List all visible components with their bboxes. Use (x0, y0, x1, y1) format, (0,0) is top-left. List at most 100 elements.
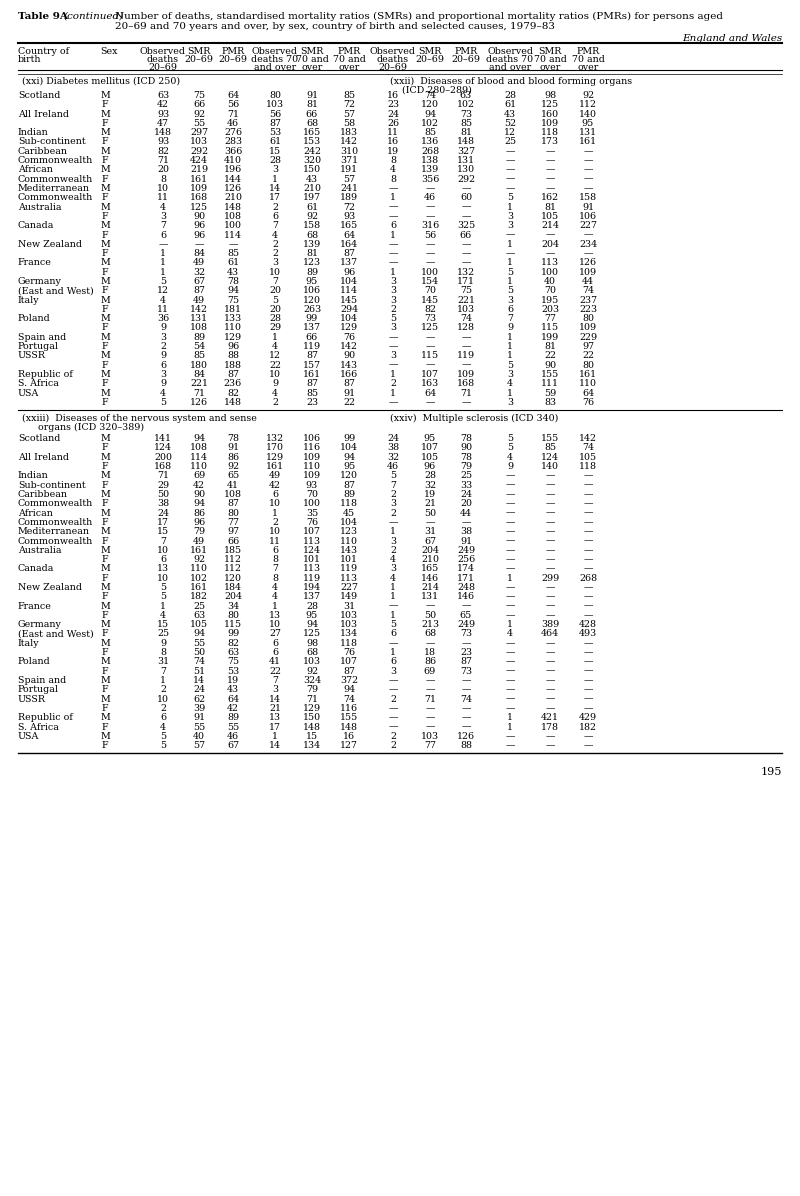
Text: All Ireland: All Ireland (18, 110, 69, 118)
Text: 142: 142 (579, 434, 597, 444)
Text: 204: 204 (421, 545, 439, 555)
Text: 133: 133 (224, 315, 242, 323)
Text: 138: 138 (421, 157, 439, 165)
Text: 64: 64 (343, 231, 355, 239)
Text: F: F (102, 175, 108, 184)
Text: —: — (388, 332, 398, 342)
Text: 12: 12 (157, 286, 169, 295)
Text: —: — (583, 157, 593, 165)
Text: 126: 126 (224, 184, 242, 193)
Text: 109: 109 (303, 453, 321, 462)
Text: 6: 6 (160, 555, 166, 565)
Text: 109: 109 (457, 370, 475, 379)
Text: 87: 87 (227, 370, 239, 379)
Text: M: M (100, 315, 110, 323)
Text: —: — (546, 732, 554, 740)
Text: Commonwealth: Commonwealth (18, 194, 94, 202)
Text: —: — (462, 342, 470, 352)
Text: 1: 1 (390, 194, 396, 202)
Text: (xxii)  Diseases of blood and blood forming organs: (xxii) Diseases of blood and blood formi… (390, 77, 632, 86)
Text: 165: 165 (421, 565, 439, 573)
Text: 139: 139 (421, 165, 439, 175)
Text: 9: 9 (272, 379, 278, 389)
Text: M: M (100, 165, 110, 175)
Text: M: M (100, 184, 110, 193)
Text: 196: 196 (224, 165, 242, 175)
Text: birth: birth (18, 55, 42, 65)
Text: Mediterranean: Mediterranean (18, 527, 90, 536)
Text: 62: 62 (193, 695, 205, 703)
Text: 5: 5 (160, 277, 166, 286)
Text: 7: 7 (160, 537, 166, 545)
Text: 325: 325 (457, 221, 475, 230)
Text: 86: 86 (193, 508, 205, 518)
Text: 71: 71 (227, 110, 239, 118)
Text: 421: 421 (541, 713, 559, 722)
Text: —: — (506, 175, 514, 184)
Text: 11: 11 (157, 194, 169, 202)
Text: M: M (100, 713, 110, 722)
Text: 32: 32 (193, 268, 205, 276)
Text: —: — (583, 527, 593, 536)
Text: 132: 132 (457, 268, 475, 276)
Text: —: — (506, 490, 514, 499)
Text: 66: 66 (306, 332, 318, 342)
Text: 17: 17 (269, 722, 281, 732)
Text: 125: 125 (303, 629, 321, 639)
Text: 93: 93 (306, 481, 318, 489)
Text: USA: USA (18, 732, 39, 740)
Text: 91: 91 (306, 91, 318, 100)
Text: 107: 107 (303, 527, 321, 536)
Text: —: — (583, 555, 593, 565)
Text: —: — (388, 639, 398, 648)
Text: 84: 84 (193, 249, 205, 258)
Text: 2: 2 (390, 732, 396, 740)
Text: 43: 43 (227, 685, 239, 695)
Text: —: — (546, 165, 554, 175)
Text: 70 and: 70 and (534, 55, 566, 65)
Text: 61: 61 (306, 202, 318, 212)
Text: 4: 4 (390, 555, 396, 565)
Text: 69: 69 (424, 666, 436, 676)
Text: 20: 20 (460, 499, 472, 508)
Text: PMR: PMR (454, 47, 478, 56)
Text: 161: 161 (190, 175, 208, 184)
Text: 7: 7 (390, 481, 396, 489)
Text: 109: 109 (541, 118, 559, 128)
Text: —: — (546, 742, 554, 750)
Text: 129: 129 (303, 704, 321, 713)
Text: 8: 8 (272, 555, 278, 565)
Text: 24: 24 (387, 434, 399, 444)
Text: 14: 14 (269, 184, 281, 193)
Text: 1: 1 (272, 602, 278, 611)
Text: —: — (583, 508, 593, 518)
Text: 103: 103 (190, 138, 208, 146)
Text: 153: 153 (303, 138, 321, 146)
Text: 25: 25 (157, 629, 169, 639)
Text: —: — (583, 658, 593, 666)
Text: 158: 158 (579, 194, 597, 202)
Text: 140: 140 (541, 462, 559, 471)
Text: 1: 1 (160, 258, 166, 268)
Text: —: — (506, 518, 514, 527)
Text: 125: 125 (190, 202, 208, 212)
Text: 1: 1 (390, 592, 396, 602)
Text: 87: 87 (343, 666, 355, 676)
Text: 161: 161 (266, 462, 284, 471)
Text: 82: 82 (227, 389, 239, 397)
Text: 163: 163 (421, 379, 439, 389)
Text: 80: 80 (227, 611, 239, 620)
Text: F: F (102, 574, 108, 582)
Text: 168: 168 (457, 379, 475, 389)
Text: F: F (102, 666, 108, 676)
Text: 4: 4 (272, 389, 278, 397)
Text: 94: 94 (343, 685, 355, 695)
Text: 15: 15 (269, 147, 281, 155)
Text: 31: 31 (424, 527, 436, 536)
Text: 214: 214 (421, 582, 439, 592)
Text: 111: 111 (541, 379, 559, 389)
Text: —: — (546, 582, 554, 592)
Text: Portugal: Portugal (18, 342, 59, 352)
Text: 72: 72 (343, 202, 355, 212)
Text: 3: 3 (272, 165, 278, 175)
